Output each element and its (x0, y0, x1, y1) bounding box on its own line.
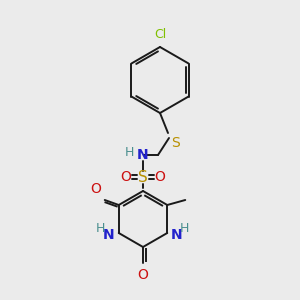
Text: S: S (138, 169, 148, 184)
Text: N: N (171, 228, 183, 242)
Text: H: H (180, 221, 190, 235)
Text: O: O (138, 268, 148, 282)
Text: H: H (124, 146, 134, 158)
Text: N: N (103, 228, 115, 242)
Text: S: S (171, 136, 180, 150)
Text: O: O (121, 170, 131, 184)
Text: H: H (95, 221, 105, 235)
Text: Cl: Cl (154, 28, 166, 41)
Text: O: O (154, 170, 165, 184)
Text: O: O (90, 182, 101, 196)
Text: N: N (137, 148, 149, 162)
